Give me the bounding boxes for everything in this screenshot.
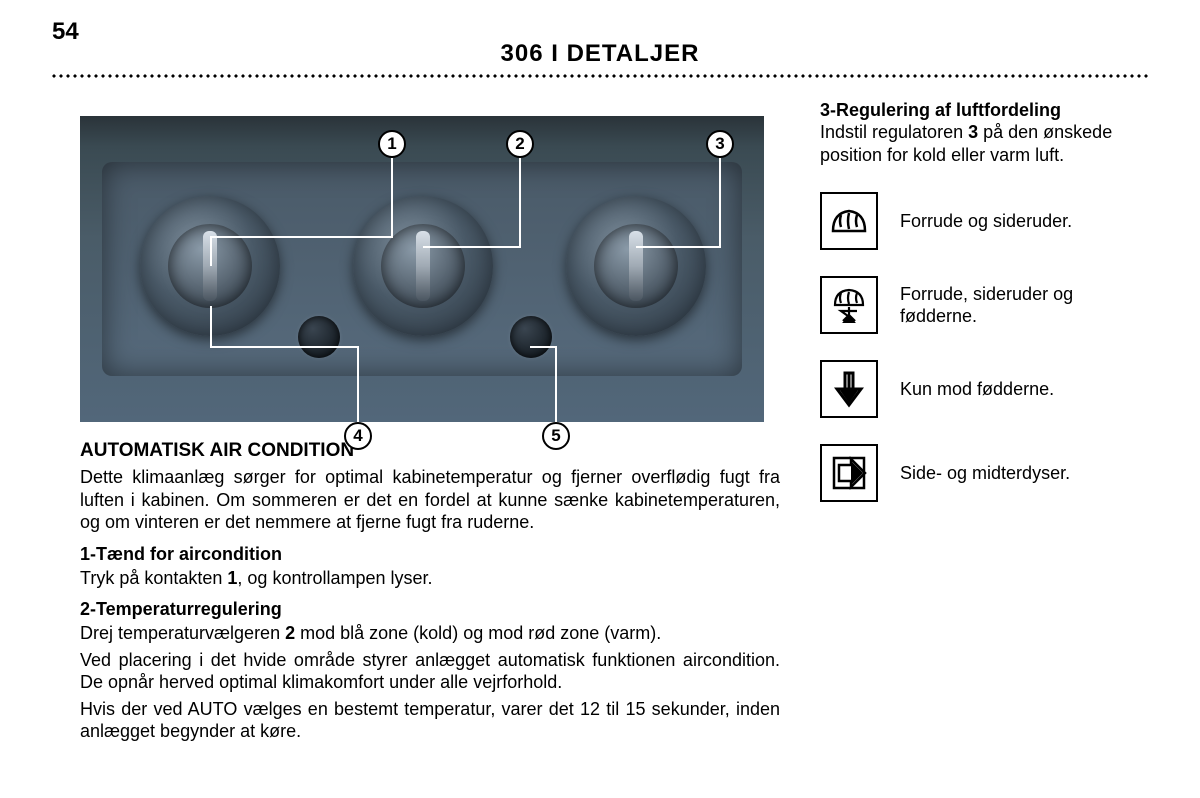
intro-text: Dette klimaanlæg sørger for optimal kabi… — [80, 466, 780, 534]
side-vent-icon — [820, 444, 878, 502]
recirc-button — [510, 316, 552, 358]
header-title: 306 I DETALJER — [501, 40, 700, 67]
climate-control-photo: 1 2 3 4 5 — [80, 116, 764, 422]
callout-2: 2 — [506, 130, 534, 158]
section-1-body: Tryk på kontakten 1, og kontrollampen ly… — [80, 567, 780, 590]
section-1-title: 1-Tænd for aircondition — [80, 544, 780, 565]
ra: Indstil regulatoren — [820, 122, 968, 142]
section-2-title: 2-Temperaturregulering — [80, 599, 780, 620]
s1a: Tryk på kontakten — [80, 568, 227, 588]
s2n: 2 — [285, 623, 295, 643]
callout-4: 4 — [344, 422, 372, 450]
page-header: 306 I DETALJER — [0, 40, 1200, 68]
callout-3: 3 — [706, 130, 734, 158]
s1b: , og kontrollampen lyser. — [237, 568, 432, 588]
icon-label-4: Side- og midterdyser. — [900, 462, 1070, 485]
feet-icon — [820, 360, 878, 418]
right-body: Indstil regulatoren 3 på den ønskede pos… — [820, 121, 1120, 166]
icon-row-2: Forrude, sideruder og fødderne. — [820, 276, 1120, 334]
callout-5: 5 — [542, 422, 570, 450]
section-2-body-1: Drej temperaturvælgeren 2 mod blå zone (… — [80, 622, 780, 645]
icon-row-3: Kun mod fødderne. — [820, 360, 1120, 418]
icon-label-2: Forrude, sideruder og fødderne. — [900, 283, 1120, 328]
s2a: Drej temperaturvælgeren — [80, 623, 285, 643]
icon-label-3: Kun mod fødderne. — [900, 378, 1054, 401]
icon-row-1: Forrude og sideruder. — [820, 192, 1120, 250]
right-heading: 3-Regulering af luftfordeling — [820, 100, 1120, 121]
dotted-rule — [52, 74, 1148, 78]
s1n: 1 — [227, 568, 237, 588]
section-2-body-3: Hvis der ved AUTO vælges en bestemt temp… — [80, 698, 780, 743]
s2b: mod blå zone (kold) og mod rød zone (var… — [295, 623, 661, 643]
right-column: 3-Regulering af luftfordeling Indstil re… — [820, 100, 1120, 747]
callout-1: 1 — [378, 130, 406, 158]
section-2-body-2: Ved placering i det hvide område styrer … — [80, 649, 780, 694]
dial-right — [566, 196, 706, 336]
main-heading: AUTOMATISK AIR CONDITION — [80, 440, 780, 462]
ac-button — [298, 316, 340, 358]
icon-label-1: Forrude og sideruder. — [900, 210, 1072, 233]
icon-row-4: Side- og midterdyser. — [820, 444, 1120, 502]
left-column: 1 2 3 4 5 AUTOMATISK AIR CONDITION Dette… — [80, 100, 780, 747]
content-area: 1 2 3 4 5 AUTOMATISK AIR CONDITION Dette… — [80, 100, 1120, 747]
defrost-icon — [820, 192, 878, 250]
rn: 3 — [968, 122, 978, 142]
dial-center — [353, 196, 493, 336]
defrost-feet-icon — [820, 276, 878, 334]
